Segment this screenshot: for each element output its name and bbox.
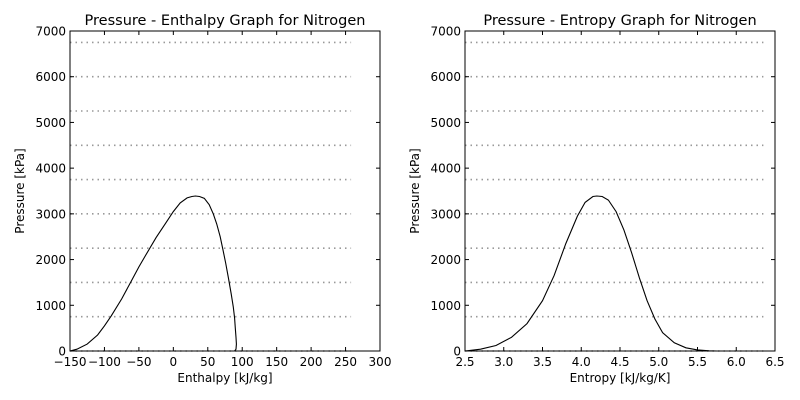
- y-tick-label: 3000: [35, 207, 66, 221]
- plot-frame: [69, 30, 381, 352]
- x-tick-label: 6.0: [727, 355, 746, 369]
- x-tick-label: 0: [170, 355, 178, 369]
- x-axis-label: Enthalpy [kJ/kg]: [177, 371, 272, 385]
- y-tick-label: 5000: [430, 116, 461, 130]
- y-tick-label: 3000: [430, 207, 461, 221]
- y-tick-label: 6000: [35, 70, 66, 84]
- chart-title: Pressure - Entropy Graph for Nitrogen: [483, 13, 756, 29]
- x-axis-label: Entropy [kJ/kg/K]: [570, 371, 671, 385]
- chart-title: Pressure - Enthalpy Graph for Nitrogen: [85, 13, 366, 29]
- y-axis-label: Pressure [kPa]: [13, 148, 27, 233]
- pressure-enthalpy-panel: Pressure - Enthalpy Graph for Nitrogen E…: [13, 13, 391, 385]
- y-tick-label: 4000: [430, 162, 461, 176]
- x-tick-label: 4.5: [610, 355, 629, 369]
- y-tick-label: 7000: [430, 25, 461, 39]
- y-tick-label: 1000: [35, 299, 66, 313]
- x-tick-label: 150: [265, 355, 288, 369]
- x-tick-label: 50: [200, 355, 215, 369]
- x-tick-label: 5.0: [649, 355, 668, 369]
- y-tick-label: 1000: [430, 299, 461, 313]
- x-tick-label: 250: [334, 355, 357, 369]
- y-axis-label: Pressure [kPa]: [408, 148, 422, 233]
- x-tick-label: 4.0: [572, 355, 591, 369]
- x-tick-label: 6.5: [765, 355, 784, 369]
- x-tick-label: 5.5: [688, 355, 707, 369]
- x-tick-label: −100: [88, 355, 121, 369]
- x-tick-label: 3.5: [533, 355, 552, 369]
- x-tick-label: 200: [300, 355, 323, 369]
- y-tick-label: 2000: [430, 253, 461, 267]
- x-tick-label: 2.5: [455, 355, 474, 369]
- x-tick-label: 300: [369, 355, 392, 369]
- y-tick-label: 0: [453, 345, 461, 359]
- x-tick-label: 3.0: [494, 355, 513, 369]
- x-tick-label: 100: [231, 355, 254, 369]
- y-tick-label: 0: [58, 345, 66, 359]
- plot-frame: [464, 30, 776, 352]
- saturation-curve: [69, 195, 237, 352]
- y-tick-label: 4000: [35, 162, 66, 176]
- saturation-curve: [464, 195, 717, 352]
- x-tick-label: −50: [126, 355, 151, 369]
- x-tick-label: −150: [54, 355, 87, 369]
- y-tick-label: 2000: [35, 253, 66, 267]
- y-tick-label: 7000: [35, 25, 66, 39]
- y-tick-label: 5000: [35, 116, 66, 130]
- pressure-entropy-panel: Pressure - Entropy Graph for Nitrogen En…: [408, 13, 785, 385]
- y-tick-label: 6000: [430, 70, 461, 84]
